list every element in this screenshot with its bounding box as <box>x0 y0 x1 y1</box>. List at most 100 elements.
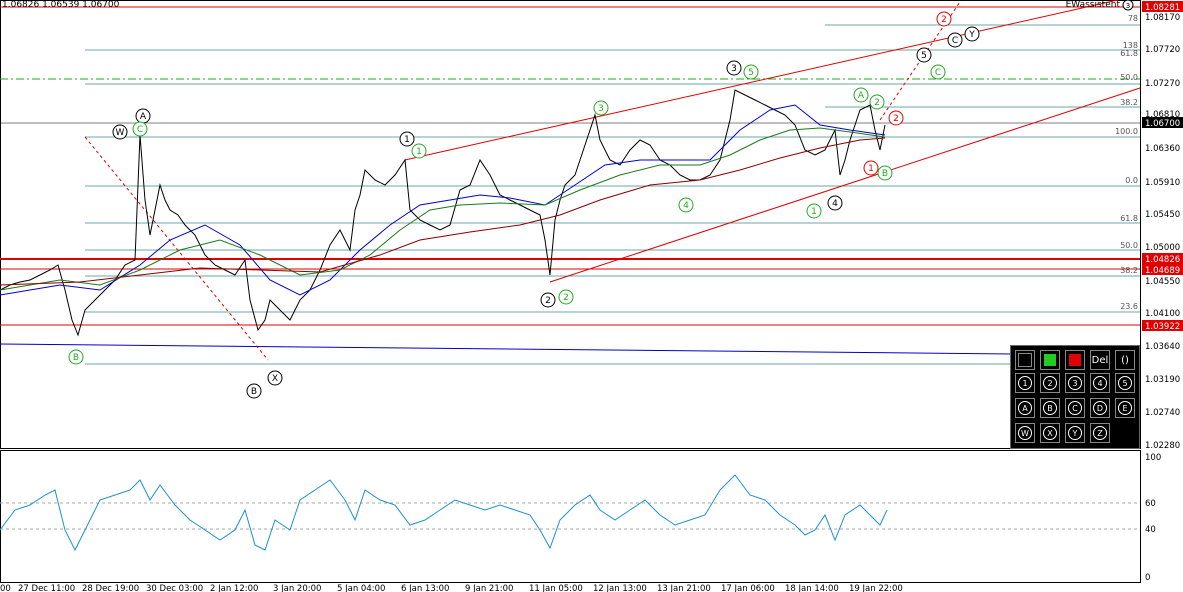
svg-text:4: 4 <box>683 201 689 211</box>
wave-label[interactable]: 2 <box>869 94 885 110</box>
rsi-line <box>0 474 888 552</box>
svg-text:9 Jan 21:00: 9 Jan 21:00 <box>465 584 513 592</box>
wave-4-button[interactable]: 4 <box>1090 373 1110 393</box>
color-red-button[interactable] <box>1065 350 1085 370</box>
wave-y-button[interactable]: Y <box>1065 423 1085 443</box>
wave-label[interactable]: A <box>135 108 151 124</box>
wave-label[interactable]: 2 <box>888 110 904 126</box>
svg-text:B: B <box>882 169 888 179</box>
svg-text:0.0: 0.0 <box>1125 176 1138 185</box>
svg-text:17 Jan 06:00: 17 Jan 06:00 <box>721 584 775 592</box>
wave-label[interactable]: 2 <box>558 289 574 305</box>
svg-text:3: 3 <box>731 64 737 74</box>
wave-label[interactable]: C <box>930 64 946 80</box>
wave-e-button[interactable]: E <box>1115 398 1135 418</box>
wave-label[interactable]: 3 <box>726 60 742 76</box>
svg-text:C: C <box>137 125 143 135</box>
svg-text:1: 1 <box>811 207 817 217</box>
wave-5-button[interactable]: 5 <box>1115 373 1135 393</box>
delete-button[interactable]: Del <box>1090 350 1110 370</box>
wave-d-button[interactable]: D <box>1090 398 1110 418</box>
svg-text:A: A <box>858 91 865 101</box>
svg-text:1.08281: 1.08281 <box>1145 3 1180 13</box>
wave-label[interactable]: C <box>132 121 148 137</box>
svg-text:13 Jan 21:00: 13 Jan 21:00 <box>657 584 711 592</box>
svg-text:00: 00 <box>0 584 11 592</box>
wave-label[interactable]: 2 <box>936 11 952 27</box>
wave-a-button[interactable]: A <box>1015 398 1035 418</box>
svg-text:5: 5 <box>921 51 927 61</box>
price-axis: 1.08170 1.07720 1.07270 1.06810 1.06360 … <box>1145 13 1180 451</box>
wave-label[interactable]: X <box>267 370 283 386</box>
wave-label[interactable]: 5 <box>916 47 932 63</box>
wave-2-button[interactable]: 2 <box>1040 373 1060 393</box>
wave-labels: 1 1 2 2 3 5 3 4 1 4 A W C B B X A 2 2 1 … <box>68 0 1134 399</box>
wave-label[interactable]: 1 <box>399 131 415 147</box>
color-green-button[interactable] <box>1040 350 1060 370</box>
ohlc-readout: 1.06826 1.06539 1.06700 <box>2 0 120 10</box>
svg-text:30 Dec 03:00: 30 Dec 03:00 <box>146 584 203 592</box>
svg-text:1: 1 <box>404 135 410 145</box>
svg-text:100.0: 100.0 <box>1115 127 1138 136</box>
wave-label[interactable]: 1 <box>411 143 427 159</box>
wave-label[interactable]: 4 <box>678 197 694 213</box>
wave-label[interactable]: 3 <box>593 100 609 116</box>
wave-label[interactable]: 1 <box>863 160 879 176</box>
wave-label[interactable]: B <box>246 383 262 399</box>
wave-label[interactable]: B <box>68 349 84 365</box>
wave-b-button[interactable]: B <box>1040 398 1060 418</box>
svg-text:1.03190: 1.03190 <box>1145 375 1180 385</box>
svg-text:W: W <box>116 128 125 138</box>
wave-label[interactable]: C <box>947 32 963 48</box>
svg-text:2: 2 <box>893 114 899 124</box>
color-black-button[interactable] <box>1015 350 1035 370</box>
wave-label[interactable]: B <box>877 165 893 181</box>
svg-text:Y: Y <box>968 30 975 40</box>
wave-c-button[interactable]: C <box>1065 398 1085 418</box>
svg-text:B: B <box>251 387 257 397</box>
wave-label[interactable]: 4 <box>827 195 843 211</box>
wave-label[interactable]: A <box>853 87 869 103</box>
svg-text:61.8: 61.8 <box>1120 214 1138 223</box>
svg-text:6 Jan 13:00: 6 Jan 13:00 <box>401 584 449 592</box>
svg-text:12 Jan 13:00: 12 Jan 13:00 <box>593 584 647 592</box>
wave-1-button[interactable]: 1 <box>1015 373 1035 393</box>
wave-label[interactable]: W <box>112 124 128 140</box>
fib-levels <box>85 24 1140 365</box>
svg-text:3: 3 <box>1126 2 1130 10</box>
wave-w-button[interactable]: W <box>1015 423 1035 443</box>
svg-text:100: 100 <box>1145 453 1161 463</box>
red-levels <box>0 6 1140 326</box>
svg-text:2 Jan 12:00: 2 Jan 12:00 <box>210 584 258 592</box>
svg-text:1.05450: 1.05450 <box>1145 210 1180 220</box>
svg-text:5 Jan 04:00: 5 Jan 04:00 <box>337 584 385 592</box>
blue-trend-line <box>0 343 1013 355</box>
indicator-title: EWassistent <box>1065 0 1120 10</box>
svg-text:5: 5 <box>748 68 754 78</box>
svg-text:38.2: 38.2 <box>1120 98 1138 107</box>
time-axis: 00 27 Dec 11:00 28 Dec 19:00 30 Dec 03:0… <box>0 584 903 592</box>
svg-text:138: 138 <box>1123 41 1138 50</box>
bracket-toggle-button[interactable]: () <box>1115 350 1135 370</box>
wave-label[interactable]: 1 <box>806 203 822 219</box>
svg-text:1.06700: 1.06700 <box>1145 119 1180 129</box>
price-bars <box>0 89 886 337</box>
svg-text:A: A <box>140 112 147 122</box>
svg-text:1.03922: 1.03922 <box>1145 322 1180 332</box>
svg-text:2: 2 <box>941 15 947 25</box>
wave-z-button[interactable]: Z <box>1090 423 1110 443</box>
svg-text:B: B <box>73 353 79 363</box>
svg-text:1.04100: 1.04100 <box>1145 309 1180 319</box>
wave-label[interactable]: 2 <box>540 292 556 308</box>
wave-label[interactable]: Y <box>964 26 980 42</box>
svg-text:1.06360: 1.06360 <box>1145 144 1180 154</box>
svg-text:X: X <box>272 374 278 384</box>
svg-text:23.6: 23.6 <box>1120 302 1138 311</box>
svg-text:50.0: 50.0 <box>1120 241 1138 250</box>
wave-3-button[interactable]: 3 <box>1065 373 1085 393</box>
wave-label[interactable]: 5 <box>743 64 759 80</box>
wave-label[interactable]: 3 <box>1122 0 1134 11</box>
svg-text:1.02740: 1.02740 <box>1145 408 1180 418</box>
wave-x-button[interactable]: X <box>1040 423 1060 443</box>
